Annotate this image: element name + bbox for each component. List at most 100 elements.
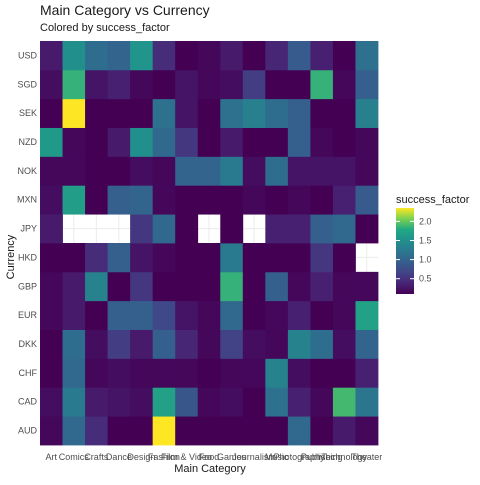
- heatmap-tile-SEK-Photography: [287, 98, 311, 128]
- heatmap-tile-HKD-Art: [40, 243, 63, 273]
- heatmap-tile-JPY-Publishing: [310, 214, 334, 244]
- x-tick-label: Dance: [106, 452, 132, 462]
- heatmap-tile-DKK-Photography: [287, 329, 311, 359]
- heatmap-tile-JPY-Music: [265, 214, 289, 244]
- y-tick-label: DKK: [18, 339, 37, 349]
- heatmap-tile-DKK-Games: [220, 329, 244, 359]
- heatmap-tile-GBP-Photography: [287, 271, 311, 302]
- heatmap-tile-MXN-Games: [220, 185, 244, 215]
- heatmap-tile-CAD-Publishing: [310, 387, 334, 417]
- plot-area: [40, 41, 379, 446]
- legend-tick-label: 1.5: [419, 235, 432, 245]
- heatmap-tile-CAD-Journalism: [242, 387, 266, 417]
- heatmap-tile-HKD-Crafts: [85, 243, 108, 273]
- heatmap-tile-NOK-Food: [197, 156, 221, 186]
- heatmap-tile-DKK-Crafts: [85, 329, 108, 359]
- heatmap-tile-NOK-Technology: [332, 156, 356, 186]
- heatmap-tile-EUR-Design: [130, 300, 154, 330]
- heatmap-tile-DKK-Publishing: [310, 329, 334, 359]
- heatmap-tile-CHF-Technology: [332, 358, 356, 388]
- heatmap-tile-SEK-Dance: [107, 98, 131, 128]
- heatmap-tile-CHF-Crafts: [85, 358, 108, 388]
- heatmap-tile-HKD-Film & Video: [175, 243, 199, 273]
- heatmap-tile-SGD-Journalism: [242, 69, 266, 100]
- heatmap-tile-USD-Crafts: [85, 41, 108, 71]
- heatmap-tile-NZD-Publishing: [310, 127, 334, 157]
- heatmap-tile-EUR-Art: [40, 300, 63, 330]
- x-tick-label: Journalism: [232, 452, 276, 462]
- heatmap-tile-SGD-Publishing: [310, 69, 334, 100]
- legend-title: success_factor: [396, 194, 470, 206]
- heatmap-tile-NOK-Music: [265, 156, 289, 186]
- heatmap-tile-CAD-Photography: [287, 387, 311, 417]
- chart-title: Main Category vs Currency: [40, 2, 210, 18]
- x-tick-label: Food: [199, 452, 220, 462]
- heatmap-tile-MXN-Food: [197, 185, 221, 215]
- heatmap-tile-MXN-Crafts: [85, 185, 108, 215]
- heatmap-tile-JPY-Photography: [287, 214, 311, 244]
- heatmap-tile-MXN-Design: [130, 185, 154, 215]
- heatmap-tile-GBP-Theater: [355, 271, 379, 302]
- heatmap-tile-CHF-Food: [197, 358, 221, 388]
- y-axis-title: Currency: [5, 234, 17, 279]
- heatmap-tile-SGD-Crafts: [85, 69, 108, 100]
- heatmap-tile-MXN-Photography: [287, 185, 311, 215]
- heatmap-tile-CAD-Fashion: [152, 387, 176, 417]
- x-tick-label: Games: [217, 452, 247, 462]
- heatmap-tile-CHF-Photography: [287, 358, 311, 388]
- x-tick-label: Film & Video: [161, 452, 212, 462]
- heatmap-tile-NZD-Crafts: [85, 127, 108, 157]
- heatmap-tile-DKK-Dance: [107, 329, 131, 359]
- heatmap-tile-DKK-Journalism: [242, 329, 266, 359]
- heatmap-tile-AUD-Theater: [355, 416, 379, 446]
- heatmap-tile-DKK-Design: [130, 329, 154, 359]
- y-tick-label: CAD: [18, 397, 38, 407]
- heatmap-tile-SEK-Music: [265, 98, 289, 128]
- y-tick-label: MXN: [17, 195, 37, 205]
- heatmap-tile-MXN-Publishing: [310, 185, 334, 215]
- y-tick-label: SEK: [19, 108, 37, 118]
- heatmap-tile-GBP-Music: [265, 271, 289, 302]
- x-tick-label: Comics: [59, 452, 90, 462]
- heatmap-tile-SEK-Crafts: [85, 98, 108, 128]
- heatmap-tile-JPY-Games: [220, 214, 244, 244]
- heatmap-tile-AUD-Music: [265, 416, 289, 446]
- heatmap-tile-EUR-Music: [265, 300, 289, 330]
- heatmap-tile-CHF-Fashion: [152, 358, 176, 388]
- x-tick-label: Theater: [351, 452, 382, 462]
- heatmap-tile-CAD-Comics: [62, 387, 86, 417]
- y-tick-label: JPY: [20, 224, 37, 234]
- heatmap-tile-USD-Music: [265, 41, 289, 71]
- heatmap-tile-JPY-Technology: [332, 214, 356, 244]
- heatmap-tile-NZD-Theater: [355, 127, 379, 157]
- heatmap-tile-NZD-Design: [130, 127, 154, 157]
- heatmap-tile-AUD-Film & Video: [175, 416, 199, 446]
- heatmap-tile-AUD-Crafts: [85, 416, 108, 446]
- heatmap-tile-GBP-Journalism: [242, 271, 266, 302]
- heatmap-tile-JPY-Fashion: [152, 214, 176, 244]
- heatmap-tile-CAD-Food: [197, 387, 221, 417]
- heatmap-tile-NOK-Publishing: [310, 156, 334, 186]
- heatmap-tile-JPY-Theater: [355, 214, 379, 244]
- legend-tick-label: 0.5: [419, 274, 432, 284]
- y-tick-label: GBP: [18, 281, 37, 291]
- heatmap-tile-CHF-Theater: [355, 358, 379, 388]
- heatmap-tile-SEK-Comics: [62, 98, 86, 128]
- heatmap-tile-GBP-Food: [197, 271, 221, 302]
- heatmap-tile-CAD-Design: [130, 387, 154, 417]
- heatmap-tile-AUD-Fashion: [152, 416, 176, 446]
- heatmap-tile-EUR-Dance: [107, 300, 131, 330]
- heatmap-tile-MXN-Art: [40, 185, 63, 215]
- x-tick-label: Publishing: [301, 452, 343, 462]
- heatmap-tile-HKD-Design: [130, 243, 154, 273]
- heatmap-tile-USD-Comics: [62, 41, 86, 71]
- heatmap-tile-USD-Food: [197, 41, 221, 71]
- heatmap-tile-DKK-Music: [265, 329, 289, 359]
- heatmap-tile-SGD-Fashion: [152, 69, 176, 100]
- heatmap-tile-DKK-Art: [40, 329, 63, 359]
- heatmap-tile-CHF-Comics: [62, 358, 86, 388]
- heatmap-tile-CAD-Crafts: [85, 387, 108, 417]
- heatmap-tile-CHF-Dance: [107, 358, 131, 388]
- heatmap-tile-HKD-Journalism: [242, 243, 266, 273]
- heatmap-tile-AUD-Dance: [107, 416, 131, 446]
